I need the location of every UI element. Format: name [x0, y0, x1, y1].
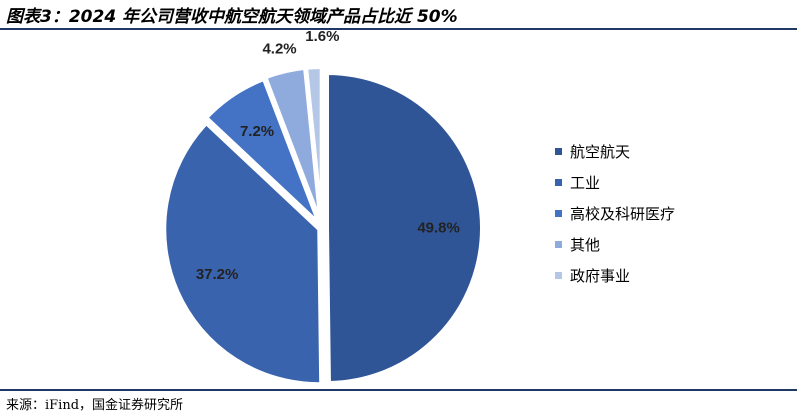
legend-swatch-0	[555, 148, 562, 155]
pie-slice-0	[325, 70, 484, 385]
legend-item-3: 其他	[555, 229, 675, 260]
pie-slice-1	[162, 120, 324, 387]
data-label-1: 37.2%	[196, 266, 239, 283]
chart-title: 图表3：2024 年公司营收中航空航天领域产品占比近 50%	[6, 7, 458, 27]
data-label-2: 7.2%	[240, 123, 274, 140]
legend-item-1: 工业	[555, 167, 675, 198]
legend-swatch-3	[555, 241, 562, 248]
legend-swatch-1	[555, 179, 562, 186]
source-note: 来源：iFind，国金证券研究所	[6, 398, 184, 413]
legend-label-0: 航空航天	[570, 143, 631, 161]
legend-label-4: 政府事业	[570, 267, 631, 285]
legend-item-0: 航空航天	[555, 136, 675, 167]
title-divider	[0, 28, 797, 30]
chart-legend: 航空航天工业高校及科研医疗 其他政府事业	[555, 136, 675, 291]
pie-slice-4	[303, 65, 324, 223]
legend-swatch-2	[555, 210, 562, 217]
bottom-divider	[0, 389, 797, 391]
legend-item-4: 政府事业	[555, 260, 675, 291]
data-label-3: 4.2%	[262, 41, 296, 58]
legend-label-3: 其他	[570, 236, 601, 254]
legend-label-1: 工业	[570, 174, 601, 192]
legend-item-2: 高校及科研医疗	[555, 198, 675, 229]
data-label-4: 1.6%	[305, 28, 339, 45]
data-label-0: 49.8%	[417, 219, 460, 236]
legend-swatch-4	[555, 272, 562, 279]
legend-label-2: 高校及科研医疗	[570, 205, 676, 223]
